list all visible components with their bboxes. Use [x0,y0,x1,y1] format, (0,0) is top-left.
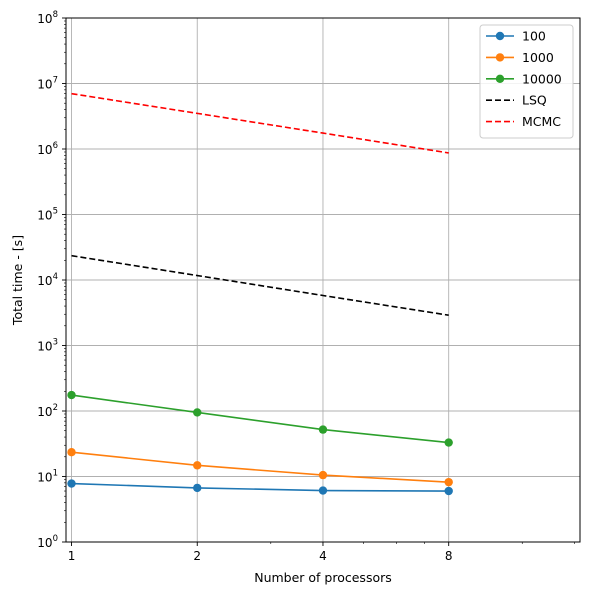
legend-label: LSQ [522,93,547,108]
x-tick-label: 2 [193,549,201,563]
series-10000 [67,390,453,447]
legend-label: 1000 [522,50,554,65]
y-tick-label: 100 [37,534,58,550]
data-point [444,486,453,496]
y-tick-base: 10 [37,536,52,550]
y-axis-title: Total time - [s] [10,235,25,326]
y-tick-exponent: 4 [53,272,58,282]
legend-entry-100: 100 [486,29,546,44]
y-tick-label: 103 [37,338,58,354]
y-tick-exponent: 7 [53,76,58,86]
data-point [444,438,453,447]
series-layer [67,92,453,496]
data-point [193,483,202,493]
y-tick-exponent: 0 [53,534,58,544]
y-tick-exponent: 6 [53,141,58,151]
x-tick-label: 8 [445,549,453,563]
legend: 100 1000 10000 LSQ MCMC [479,24,574,139]
legend-marker [495,74,505,84]
y-tick-exponent: 1 [53,469,58,479]
y-tick-exponent: 8 [53,10,58,20]
y-tick-base: 10 [37,78,52,92]
y-tick-label: 101 [37,469,58,485]
series-line [71,451,449,483]
y-tick-exponent: 3 [53,338,58,348]
y-tick-label: 104 [37,272,58,288]
legend-marker [495,53,505,62]
data-point [318,470,328,480]
y-tick-base: 10 [37,143,52,157]
series-line [71,254,449,317]
data-point [444,477,453,487]
y-tick-base: 10 [37,405,52,419]
legend-label: 100 [522,29,546,44]
y-tick-base: 10 [37,340,52,354]
series-line [71,482,449,492]
y-tick-base: 10 [37,274,52,288]
legend-entry-mcmc: MCMC [486,114,561,129]
legend-entry-lsq: LSQ [486,93,547,108]
legend-entry-10000: 10000 [486,71,562,86]
data-point [67,447,76,457]
legend-label: 10000 [522,71,562,86]
y-tick-exponent: 2 [53,403,58,413]
x-tick-label: 4 [319,549,327,563]
x-axis: 1 2 4 8 [68,542,575,563]
y-tick-exponent: 5 [53,207,58,217]
y-tick-label: 107 [37,76,58,92]
legend-marker [495,31,505,41]
legend-entry-1000: 1000 [486,50,554,65]
series-lsq [71,254,449,317]
data-point [193,408,202,417]
series-line [71,394,449,444]
data-point [67,390,76,400]
y-tick-base: 10 [37,471,52,485]
series-line [71,92,449,154]
y-tick-base: 10 [37,12,52,26]
y-tick-label: 105 [37,207,58,223]
series-1000 [67,447,453,487]
data-point [318,486,328,495]
data-point [193,461,202,470]
y-tick-base: 10 [37,209,52,223]
data-point [318,425,328,434]
y-tick-label: 102 [37,403,58,419]
series-100 [67,479,453,496]
x-axis-title: Number of processors [254,570,392,585]
y-tick-label: 108 [37,10,58,26]
y-tick-label: 106 [37,141,58,157]
series-mcmc [71,92,449,154]
x-tick-label: 1 [68,549,76,563]
legend-box [479,24,574,139]
legend-label: MCMC [522,114,561,129]
data-point [67,479,76,488]
